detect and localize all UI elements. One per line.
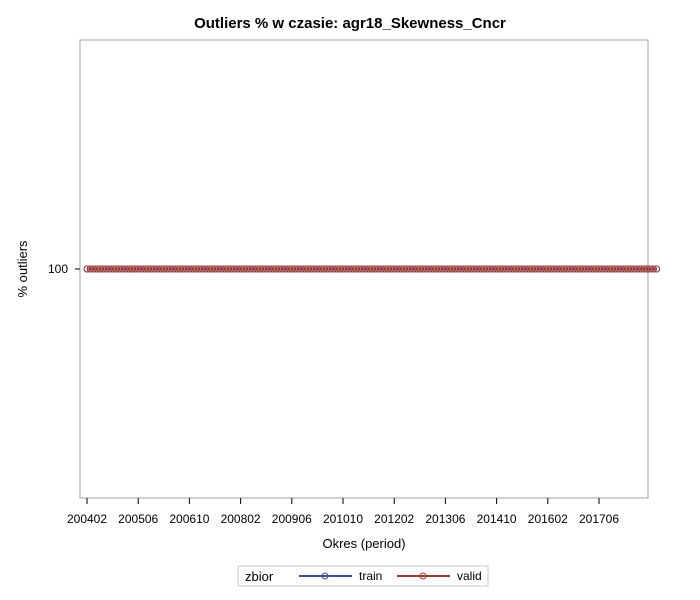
series-valid	[83, 265, 661, 273]
y-tick-label: 100	[48, 262, 68, 276]
series-layer	[83, 265, 661, 273]
chart-title: Outliers % w czasie: agr18_Skewness_Cncr	[194, 15, 506, 32]
legend-label-train: train	[359, 569, 382, 583]
x-tick-label: 200906	[272, 512, 312, 526]
data-point-valid	[653, 265, 661, 273]
x-tick-label: 201306	[425, 512, 465, 526]
legend-items: train valid	[299, 569, 482, 583]
y-axis-label: % outliers	[15, 240, 30, 298]
legend-label-valid: valid	[457, 569, 482, 583]
x-tick-label: 201202	[374, 512, 414, 526]
x-axis-label: Okres (period)	[322, 536, 405, 551]
x-tick-label: 200802	[221, 512, 261, 526]
legend-marker-train	[321, 572, 329, 580]
x-tick-label: 201010	[323, 512, 363, 526]
x-tick-label: 201602	[528, 512, 568, 526]
legend-marker-valid	[419, 572, 427, 580]
legend: zbior train valid	[237, 565, 489, 587]
data-point-valid	[649, 265, 657, 273]
legend-box	[237, 565, 489, 587]
x-tick-label: 200506	[118, 512, 158, 526]
x-axis: 200402 200506 200610 200802 200906 201010 2012…	[67, 498, 619, 526]
y-axis: 100	[48, 262, 80, 276]
x-tick-label: 201706	[579, 512, 619, 526]
x-tick-label: 200402	[67, 512, 107, 526]
x-tick-label: 200610	[169, 512, 209, 526]
legend-title: zbior	[245, 569, 274, 584]
x-tick-label: 201410	[477, 512, 517, 526]
